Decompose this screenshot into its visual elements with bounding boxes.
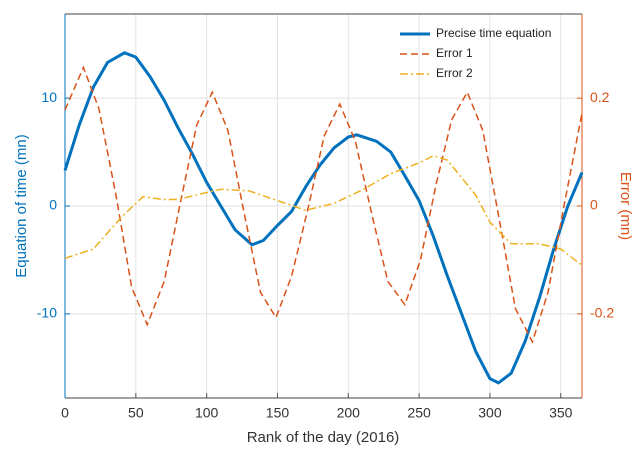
y-tick-label: 10: [41, 89, 57, 105]
x-tick-label: 150: [266, 405, 290, 421]
y-tick-label: -10: [37, 305, 57, 321]
legend-label: Error 2: [436, 66, 473, 80]
x-tick-label: 350: [549, 405, 573, 421]
x-tick-label: 0: [61, 405, 69, 421]
y2-tick-label: -0.2: [590, 305, 614, 321]
y2-tick-label: 0.2: [590, 89, 610, 105]
x-tick-label: 50: [128, 405, 144, 421]
y-axis-label: Equation of time (mn): [13, 134, 30, 277]
x-tick-label: 250: [407, 405, 431, 421]
legend-label: Precise time equation: [436, 26, 551, 40]
series-line: [64, 65, 583, 344]
x-tick-label: 300: [478, 405, 502, 421]
series-line: [63, 51, 584, 385]
series-line: [64, 154, 583, 266]
y2-tick-label: 0: [590, 197, 598, 213]
x-tick-label: 200: [337, 405, 361, 421]
x-tick-label: 100: [195, 405, 219, 421]
x-axis-label: Rank of the day (2016): [247, 429, 400, 446]
legend-label: Error 1: [436, 46, 473, 60]
y-tick-label: 0: [49, 197, 57, 213]
y2-axis-label: Error (mn): [617, 172, 634, 240]
